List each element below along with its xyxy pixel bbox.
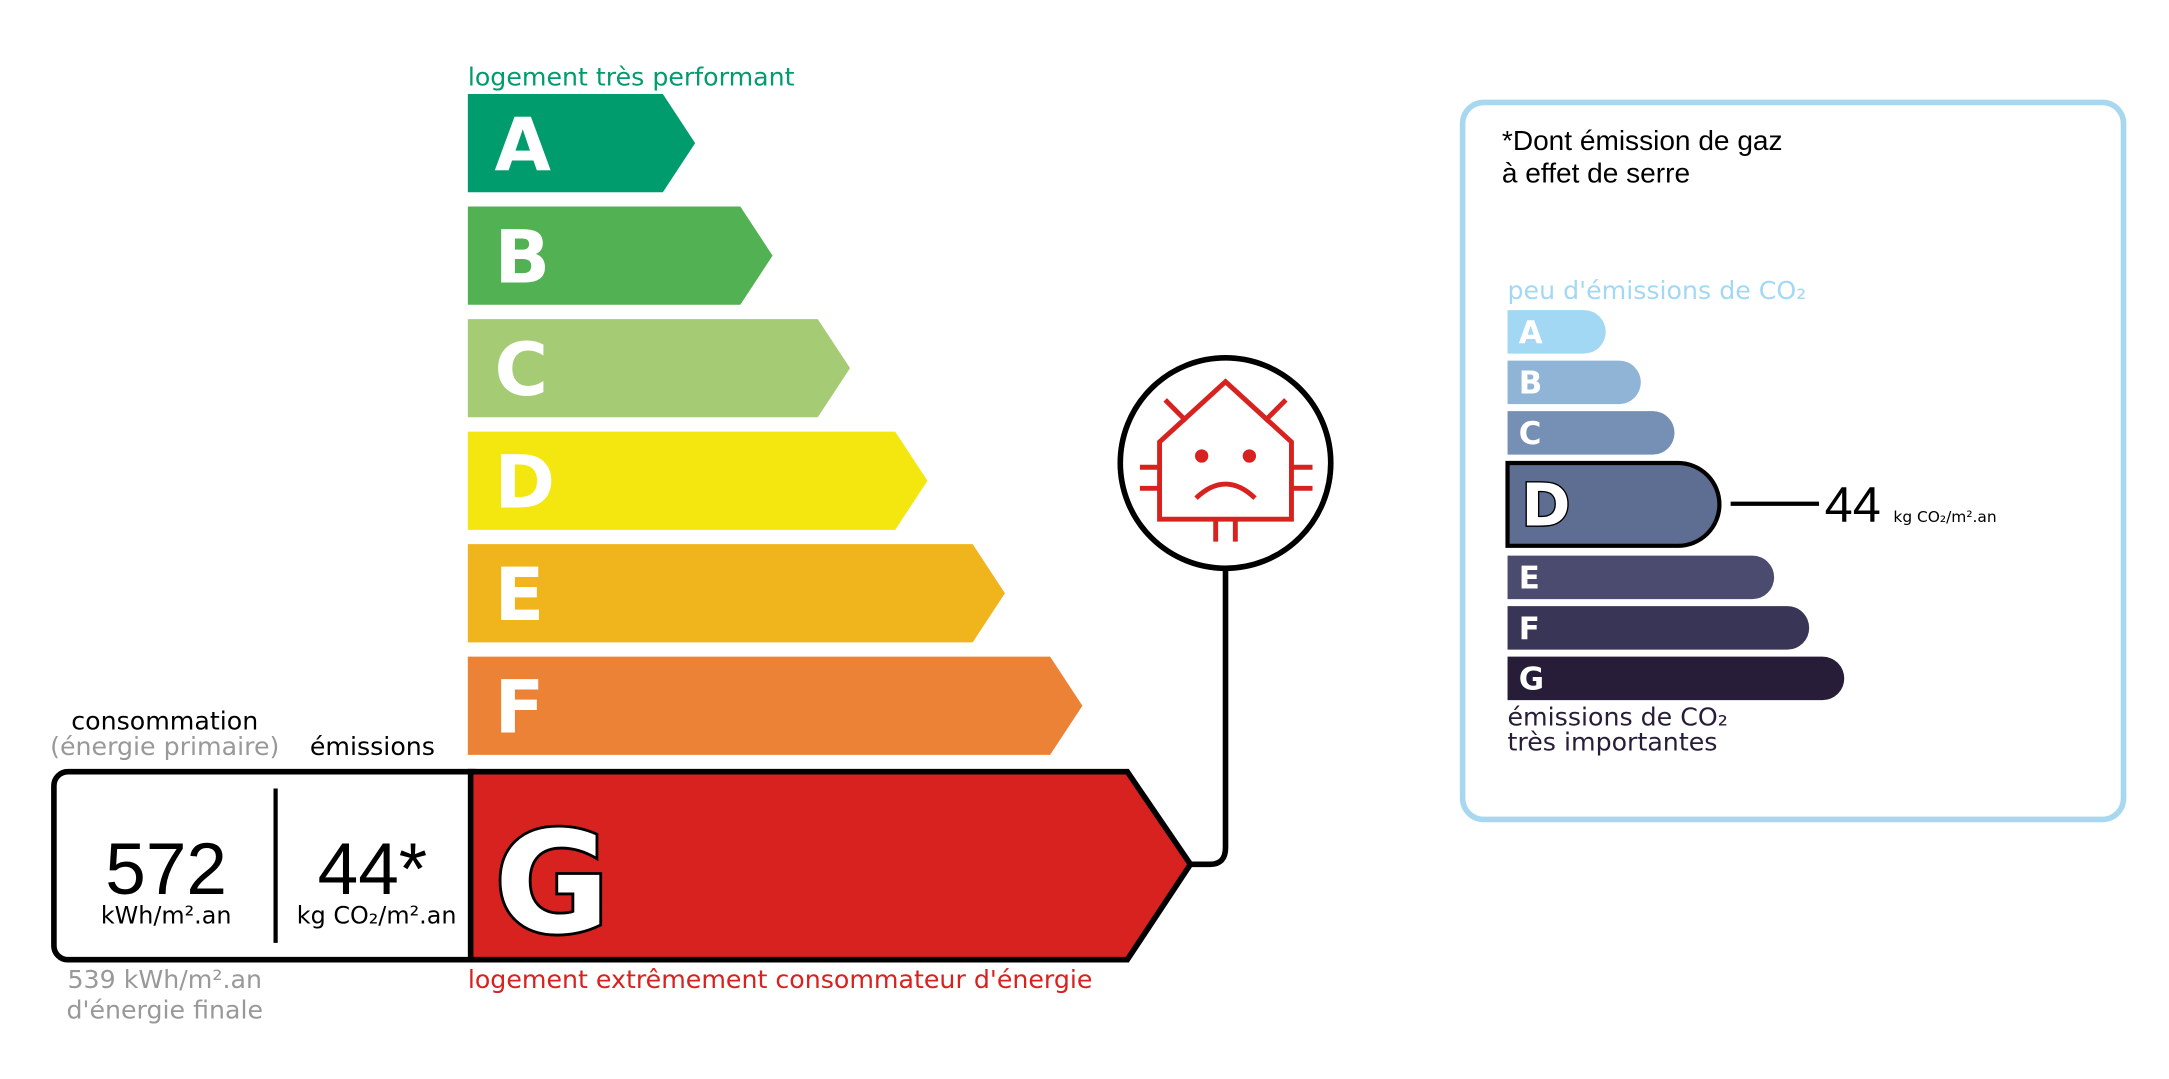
energy-bar <box>467 656 1083 755</box>
ghg-title: à effet de serre <box>1502 157 1690 188</box>
energy-letter-active: G <box>494 803 609 966</box>
ghg-letter: A <box>1519 315 1543 351</box>
energy-letter: D <box>494 440 555 525</box>
energy-bar-active <box>467 768 1194 963</box>
icon-circle <box>1117 354 1334 572</box>
energy-bar <box>467 431 928 530</box>
ghg-letter: B <box>1519 366 1543 402</box>
ghg-bar <box>1505 460 1722 548</box>
ghg-bar <box>1507 555 1775 600</box>
energy-bar <box>467 94 696 193</box>
consumption-subheader: (énergie primaire) <box>50 732 279 761</box>
ghg-bar <box>1507 606 1810 650</box>
ghg-letter: F <box>1519 611 1540 647</box>
energy-letter: F <box>494 665 544 750</box>
ghg-top-label: peu d'émissions de CO₂ <box>1508 276 1807 305</box>
consumption-header: consommation <box>71 707 258 736</box>
emissions-unit: kg CO₂/m².an <box>297 901 457 929</box>
energy-bar <box>467 206 773 305</box>
ghg-bottom-label: émissions de CO₂ <box>1508 702 1728 731</box>
ghg-letter: C <box>1519 416 1542 452</box>
consumption-unit: kWh/m².an <box>101 901 232 929</box>
ghg-unit: kg CO₂/m².an <box>1893 508 1996 526</box>
ghg-letter: G <box>1519 662 1544 698</box>
final-energy-value: 539 kWh/m².an <box>67 965 262 994</box>
ghg-bottom-label: très importantes <box>1508 728 1718 757</box>
connector <box>1190 568 1229 868</box>
ghg-bar <box>1507 360 1641 405</box>
consumption-value: 572 <box>105 829 227 910</box>
emissions-header: émissions <box>310 732 435 761</box>
ghg-bar <box>1507 310 1606 354</box>
house-icon <box>1139 378 1313 542</box>
energy-letter: B <box>494 215 550 300</box>
bottom-label: logement extrêmement consommateur d'éner… <box>468 965 1093 994</box>
top-label: logement très performant <box>468 63 795 92</box>
ghg-value: 44 <box>1825 476 1881 533</box>
energy-bar <box>467 544 1005 643</box>
ghg-letter: D <box>1522 470 1571 539</box>
final-energy-label: d'énergie finale <box>66 996 263 1025</box>
energy-bar <box>467 319 851 418</box>
energy-letter: C <box>494 328 548 413</box>
ghg-bar <box>1507 656 1845 701</box>
ghg-letter: E <box>1519 561 1540 597</box>
energy-letter: A <box>494 103 551 188</box>
energy-letter: E <box>494 553 544 638</box>
ghg-bar <box>1507 411 1675 455</box>
emissions-value: 44* <box>318 829 428 910</box>
ghg-title: *Dont émission de gaz <box>1502 125 1783 156</box>
